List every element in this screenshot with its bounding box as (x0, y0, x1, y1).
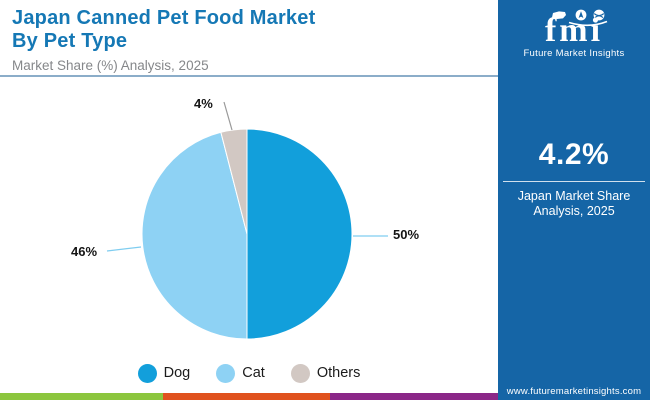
brand-sidebar: fmi Future Market Insights 4.2% Japan Ma… (498, 0, 650, 400)
fmi-logo-icons (552, 9, 608, 27)
stat-caption: Japan Market Share Analysis, 2025 (517, 189, 631, 218)
pie-chart: 50% 46% 4% (71, 96, 420, 340)
pie-slice-cat[interactable] (141, 131, 248, 340)
chart-legend: Dog Cat Others (0, 361, 498, 385)
legend-dot-dog (137, 363, 157, 383)
legend-label: Others (316, 365, 361, 381)
leader-line-cat (106, 246, 142, 252)
page-title-line1: Japan Canned Pet Food Market (12, 7, 316, 29)
compass-icon (575, 9, 587, 21)
website-link[interactable]: www.futuremarketinsights.com (506, 386, 642, 397)
pie-label-dog: 50% (393, 227, 420, 242)
legend-item-others[interactable]: Others (290, 363, 361, 383)
fmi-logo-text: fmi (544, 12, 604, 49)
fmi-logo-tagline: Future Market Insights (523, 48, 625, 59)
legend-label: Cat (242, 365, 265, 381)
stripe-green (0, 393, 163, 400)
stat-divider (503, 181, 645, 182)
fmi-logo: fmi Future Market Insights (498, 6, 650, 59)
stripe-purple (330, 393, 498, 400)
legend-label: Dog (163, 365, 191, 381)
page-title-line2: By Pet Type (12, 30, 128, 52)
page-subtitle: Market Share (%) Analysis, 2025 (12, 58, 209, 73)
header-divider (0, 75, 498, 77)
globe-icon (593, 9, 605, 21)
stat-value: 4.2% (538, 138, 610, 171)
legend-item-dog[interactable]: Dog (137, 363, 191, 383)
pie-label-cat: 46% (71, 244, 98, 259)
legend-dot-cat (216, 363, 236, 383)
legend-item-cat[interactable]: Cat (216, 363, 265, 383)
pie-chart-svg (106, 101, 388, 340)
chart-panel: Japan Canned Pet Food Market By Pet Type… (0, 7, 498, 385)
pie-slice-others[interactable] (220, 128, 248, 235)
legend-dot-others (290, 363, 310, 383)
brand-stripe (0, 393, 498, 400)
swoosh-line (568, 20, 608, 27)
header: Japan Canned Pet Food Market By Pet Type… (12, 7, 482, 73)
map-icon (552, 11, 566, 19)
leader-line-others (223, 101, 233, 131)
pie-slice-dog[interactable] (246, 128, 353, 340)
pie-label-others: 4% (194, 96, 213, 111)
stripe-orange (163, 393, 330, 400)
